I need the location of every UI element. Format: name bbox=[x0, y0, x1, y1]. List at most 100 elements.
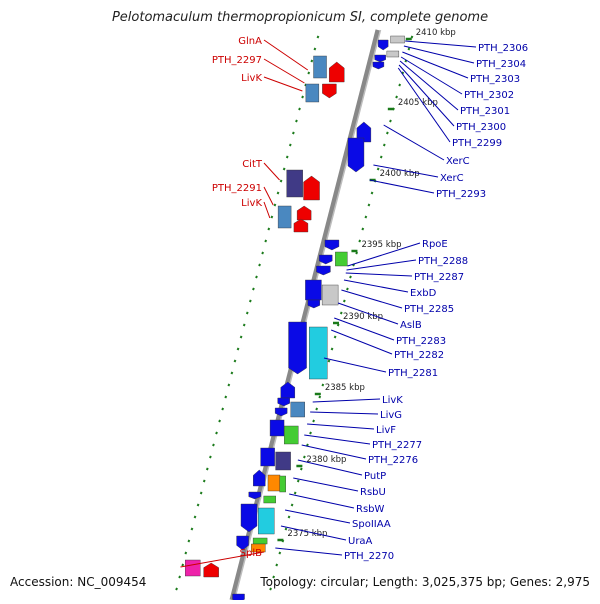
left-gene-label: CitT bbox=[242, 159, 263, 170]
guide-dot bbox=[175, 587, 178, 591]
guide-dot bbox=[190, 527, 194, 531]
guide-dot bbox=[309, 431, 312, 435]
left-gene-label: SplB bbox=[240, 548, 262, 559]
gene-arrow-reverse bbox=[372, 61, 385, 70]
gene-block bbox=[275, 451, 291, 471]
guide-dot bbox=[355, 251, 359, 255]
guide-dot bbox=[224, 395, 228, 399]
right-gene-label: PTH_2301 bbox=[460, 106, 510, 117]
right-gene-label: LivF bbox=[376, 425, 396, 436]
right-gene-label: PTH_2304 bbox=[476, 59, 526, 70]
guide-dot bbox=[221, 407, 225, 411]
right-gene-label: LivK bbox=[382, 395, 403, 406]
right-gene-labels: PTH_2306 PTH_2304 PTH_2303 PTH_2302 PTH_2301… bbox=[275, 40, 528, 562]
right-leader-line bbox=[307, 423, 375, 430]
right-gene-label: RsbU bbox=[360, 487, 386, 498]
guide-dot bbox=[370, 191, 374, 195]
right-leader-line bbox=[383, 124, 445, 161]
guide-dot bbox=[282, 167, 286, 171]
scale-label: 2400 kbp bbox=[380, 169, 420, 179]
right-leader-line bbox=[405, 40, 477, 48]
right-gene-label: PTH_2277 bbox=[372, 440, 422, 451]
gene-arrow-reverse bbox=[347, 137, 365, 173]
guide-dot bbox=[336, 323, 340, 327]
left-leader-line bbox=[180, 551, 265, 568]
guide-dot bbox=[367, 203, 371, 207]
scale-label: 2395 kbp bbox=[361, 240, 401, 250]
left-gene-label: LivK bbox=[241, 198, 262, 209]
right-gene-label: PTH_2293 bbox=[436, 189, 486, 200]
right-gene-label: PTH_2283 bbox=[396, 336, 446, 347]
guide-dot bbox=[196, 503, 200, 507]
guide-dot bbox=[208, 455, 212, 459]
right-leader-line bbox=[312, 398, 381, 403]
right-gene-label: PTH_2303 bbox=[470, 74, 520, 85]
guide-dot bbox=[346, 287, 349, 291]
guide-dot bbox=[398, 83, 402, 87]
right-leader-line bbox=[369, 179, 435, 194]
right-leader-line bbox=[373, 164, 439, 178]
gene-arrow-reverse bbox=[232, 593, 245, 603]
guide-dot bbox=[285, 155, 289, 159]
guide-dot bbox=[261, 251, 265, 255]
right-gene-label: PTH_2281 bbox=[388, 368, 438, 379]
guide-dot bbox=[242, 323, 246, 327]
right-leader-line bbox=[343, 279, 409, 293]
guide-dot bbox=[212, 443, 215, 447]
left-gene-label: PTH_2291 bbox=[212, 183, 262, 194]
gene-block bbox=[309, 326, 328, 380]
right-leader-line bbox=[403, 45, 475, 64]
gene-arrow-reverse bbox=[316, 265, 331, 276]
guide-dot bbox=[313, 47, 317, 51]
guide-dot bbox=[349, 275, 352, 279]
right-gene-label: AslB bbox=[400, 320, 422, 331]
gene-arrow-reverse bbox=[374, 54, 386, 63]
gene-arrow-reverse bbox=[319, 254, 333, 265]
right-gene-label: PutP bbox=[364, 471, 386, 482]
right-leader-line bbox=[330, 329, 393, 355]
right-leader-line bbox=[280, 525, 347, 541]
scale-label: 2375 kbp bbox=[287, 529, 327, 539]
guide-dot bbox=[333, 335, 337, 339]
right-gene-label: PTH_2282 bbox=[394, 350, 444, 361]
guide-dot bbox=[233, 359, 237, 363]
guide-dot bbox=[279, 179, 283, 183]
guide-dot bbox=[291, 131, 295, 135]
right-gene-label: PTH_2287 bbox=[414, 272, 464, 283]
guide-dot bbox=[278, 551, 282, 555]
right-leader-line bbox=[402, 51, 469, 79]
guide-dot bbox=[298, 107, 301, 111]
scale-labels: 2410 kbp 2405 kbp 2400 kbp 2395 kbp 2390 kbp… bbox=[277, 28, 456, 542]
guide-dot bbox=[295, 119, 298, 123]
right-leader-line bbox=[310, 411, 379, 415]
guide-dot bbox=[245, 311, 249, 315]
left-leader-line bbox=[263, 186, 274, 206]
guide-dot bbox=[395, 95, 398, 99]
guide-dot bbox=[248, 299, 252, 303]
gene-arrow-forward bbox=[303, 175, 320, 201]
left-leader-line bbox=[263, 58, 305, 84]
gene-arrow-reverse bbox=[307, 299, 321, 309]
scale-label: 2390 kbp bbox=[343, 312, 383, 322]
scale-label: 2405 kbp bbox=[398, 98, 438, 108]
gene-arrow-reverse bbox=[322, 83, 337, 99]
gene-block bbox=[321, 284, 339, 306]
gene-arrow-forward bbox=[203, 562, 219, 578]
right-leader-line bbox=[337, 302, 399, 325]
gene-arrow-forward bbox=[280, 381, 295, 399]
gene-block bbox=[286, 169, 303, 198]
guide-dot bbox=[290, 503, 294, 507]
left-guide-dots bbox=[175, 35, 320, 591]
topology-label: Topology: circular; Length: 3,025,375 bp… bbox=[260, 575, 590, 589]
right-gene-label: RsbW bbox=[356, 504, 385, 515]
gene-block bbox=[184, 559, 201, 577]
guide-dot bbox=[302, 455, 306, 459]
guide-dot bbox=[252, 287, 255, 291]
gene-arrow-forward bbox=[253, 469, 266, 487]
right-leader-line bbox=[304, 434, 371, 445]
guide-dot bbox=[227, 383, 231, 387]
gene-arrow-reverse bbox=[248, 491, 261, 500]
guide-dot bbox=[215, 431, 218, 435]
